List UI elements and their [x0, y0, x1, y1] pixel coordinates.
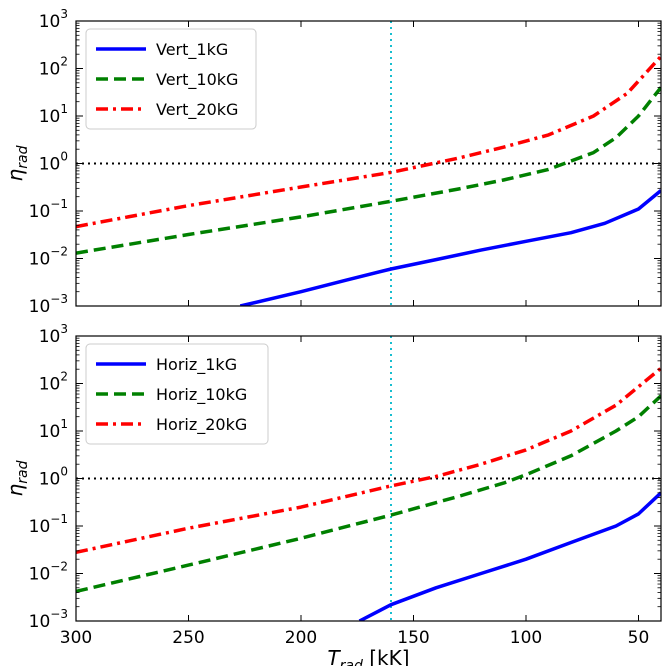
x-tick-label: 100: [510, 628, 542, 648]
y-tick-label: 10−2: [29, 560, 68, 585]
y-tick-label: 10−2: [29, 245, 68, 270]
x-tick-label: 50: [628, 628, 650, 648]
legend-label: Vert_20kG: [156, 100, 238, 120]
y-tick-label: 10−1: [29, 197, 68, 222]
y-tick-label: 103: [39, 7, 68, 32]
legend-label: Vert_10kG: [156, 70, 238, 90]
y-tick-label: 102: [39, 55, 68, 80]
series-line-Horiz_20kG: [76, 366, 661, 555]
legend-label: Horiz_20kG: [156, 415, 247, 435]
x-tick-label: 150: [397, 628, 429, 648]
y-tick-label: 10−3: [29, 607, 68, 632]
y-tick-label: 103: [39, 322, 68, 347]
legend: Vert_1kG Vert_10kG Vert_20kG: [85, 28, 257, 130]
y-tick-label: 10−3: [29, 292, 68, 317]
x-axis-label: Trad [kK]: [327, 646, 409, 666]
legend-box: [85, 28, 257, 130]
y-tick-label: 101: [39, 102, 68, 127]
series-line-Vert_20kG: [76, 55, 661, 229]
y-tick-label: 100: [39, 150, 68, 175]
series-line-Vert_1kG: [239, 189, 661, 306]
y-axis-label: ηrad: [3, 460, 31, 496]
x-tick-label: 300: [60, 628, 92, 648]
legend-box: [85, 343, 269, 445]
plot-lines: [76, 336, 661, 621]
y-axis-label: ηrad: [3, 145, 31, 181]
plot-lines: [76, 21, 661, 306]
y-tick-label: 102: [39, 370, 68, 395]
y-tick-label: 10−1: [29, 512, 68, 537]
y-tick-label: 100: [39, 465, 68, 490]
y-tick-label: 101: [39, 417, 68, 442]
legend-label: Horiz_10kG: [156, 385, 247, 405]
x-tick-label: 200: [285, 628, 317, 648]
series-line-Horiz_1kG: [358, 491, 661, 621]
series-line-Vert_10kG: [76, 86, 661, 255]
x-tick-label: 250: [172, 628, 204, 648]
chart-panel-top: 10310210110010−110−210−3ηradVert_1kGVert…: [3, 7, 662, 317]
series-line-Horiz_10kG: [76, 394, 661, 594]
legend-label: Vert_1kG: [156, 40, 228, 60]
legend: Horiz_1kG Horiz_10kG Horiz_20kG: [85, 343, 269, 445]
chart-panel-bottom: 300 250 200 150 100 50 103 102 101 100 10−1 10−2 10−…: [3, 322, 662, 666]
legend-label: Horiz_1kG: [156, 355, 237, 375]
